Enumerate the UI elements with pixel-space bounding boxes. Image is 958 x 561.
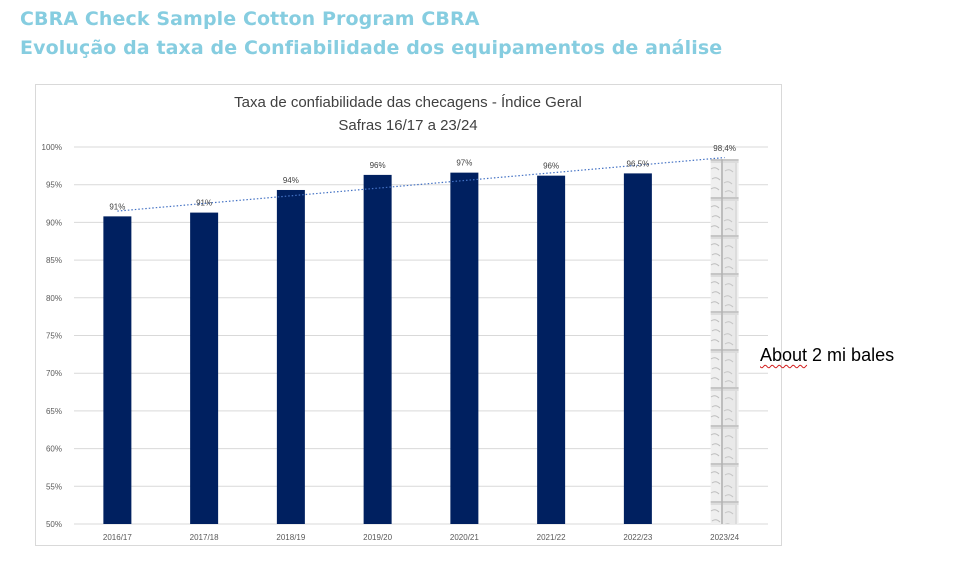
- bar: [450, 172, 479, 525]
- bar: [276, 189, 305, 524]
- x-tick-label: 2023/24: [710, 533, 739, 542]
- data-label: 96%: [543, 162, 559, 171]
- trendline: [117, 156, 725, 212]
- y-tick-label: 75%: [46, 332, 62, 341]
- data-label: 91%: [196, 199, 212, 208]
- x-tick-label: 2022/23: [623, 533, 652, 542]
- y-tick-label: 90%: [46, 218, 62, 227]
- bar: [537, 175, 566, 524]
- x-tick-label: 2017/18: [190, 533, 219, 542]
- data-label: 96,5%: [627, 159, 650, 168]
- bar-cotton-bales-photo: [710, 159, 739, 524]
- slide-heading-line1: CBRA Check Sample Cotton Program CBRA: [20, 8, 480, 30]
- y-tick-label: 100%: [42, 143, 62, 152]
- data-label: 94%: [283, 176, 299, 185]
- y-tick-label: 50%: [46, 520, 62, 529]
- chart-title: Taxa de confiabilidade das checagens - Í…: [234, 94, 582, 111]
- y-tick-label: 80%: [46, 294, 62, 303]
- x-tick-label: 2018/19: [276, 533, 305, 542]
- chart-subtitle: Safras 16/17 a 23/24: [338, 117, 477, 134]
- data-label: 96%: [370, 161, 386, 170]
- x-tick-label: 2020/21: [450, 533, 479, 542]
- x-tick-label: 2016/17: [103, 533, 132, 542]
- data-label: 98,4%: [713, 144, 736, 153]
- chart-container: 50% 55% 60% 65% 70% 75% 80% 85% 90% 95% 100% 91% 91…: [35, 84, 782, 546]
- bales-note: About 2 mi bales: [760, 345, 894, 366]
- y-tick-label: 65%: [46, 407, 62, 416]
- bales-note-text: 2 mi bales: [807, 345, 895, 365]
- bales-note-prefix: About: [760, 345, 808, 365]
- bar: [363, 174, 392, 524]
- y-tick-label: 60%: [46, 445, 62, 454]
- slide-heading-line2: Evolução da taxa de Confiabilidade dos e…: [20, 37, 723, 59]
- y-tick-label: 70%: [46, 369, 62, 378]
- data-label: 97%: [456, 159, 472, 168]
- x-tick-label: 2019/20: [363, 533, 392, 542]
- bar-chart: 50% 55% 60% 65% 70% 75% 80% 85% 90% 95% 100% 91% 91…: [42, 94, 768, 542]
- y-tick-label: 55%: [46, 482, 62, 491]
- data-label: 91%: [109, 202, 125, 211]
- bar: [623, 173, 652, 524]
- y-tick-label: 95%: [46, 181, 62, 190]
- x-tick-label: 2021/22: [537, 533, 566, 542]
- bar: [103, 216, 132, 525]
- bar: [190, 212, 219, 524]
- y-tick-label: 85%: [46, 256, 62, 265]
